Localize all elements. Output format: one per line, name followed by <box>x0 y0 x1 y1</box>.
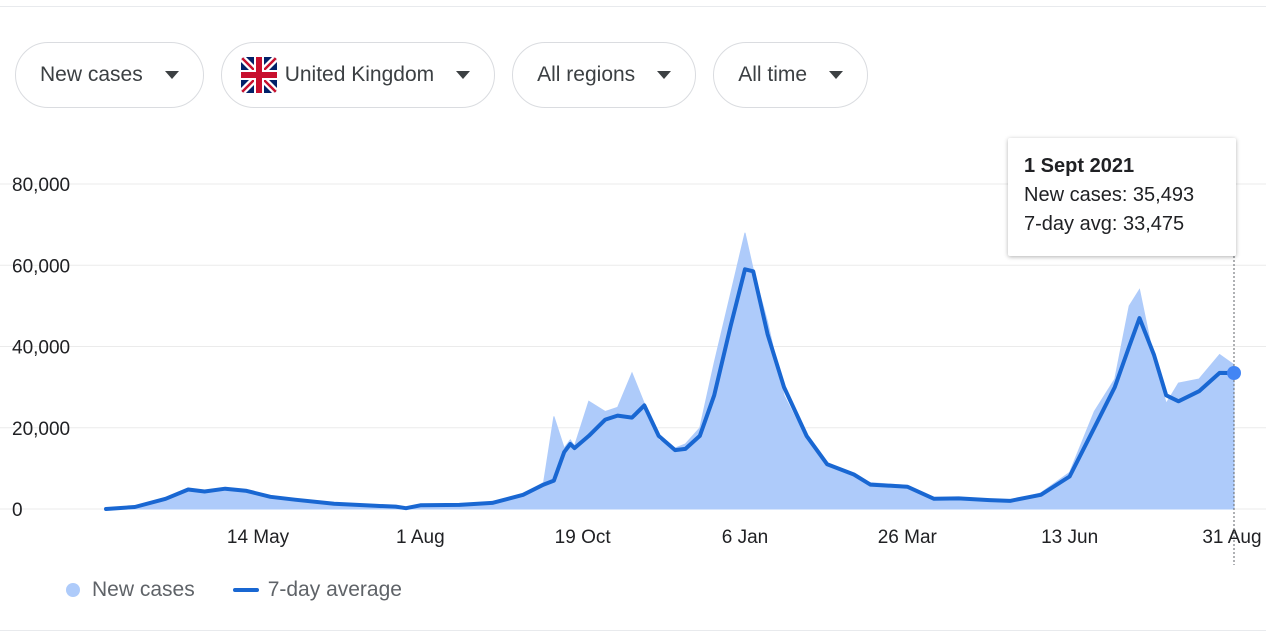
cases-chart[interactable]: 0 20,000 40,000 60,000 80,000 14 May 1 Aug 19 O… <box>0 120 1274 570</box>
metric-dropdown[interactable]: New cases <box>15 42 204 108</box>
chevron-down-icon <box>657 71 672 79</box>
bottom-divider <box>0 630 1266 631</box>
tooltip-new-cases: New cases: 35,493 <box>1024 184 1195 206</box>
filter-bar: New cases United Kingdom All regions All… <box>15 42 869 110</box>
x-tick-label: 31 Aug <box>1202 527 1261 548</box>
avg-line <box>104 267 1236 511</box>
hover-point <box>1227 366 1241 381</box>
time-dropdown[interactable]: All time <box>713 42 869 108</box>
y-tick-label: 40,000 <box>12 338 70 359</box>
y-tick-label: 0 <box>12 500 23 521</box>
x-tick-label: 26 Mar <box>878 527 938 548</box>
y-tick-label: 60,000 <box>12 256 70 277</box>
legend-avg: 7-day average <box>267 578 402 601</box>
country-dropdown[interactable]: United Kingdom <box>220 42 496 108</box>
x-tick-label: 1 Aug <box>396 527 445 548</box>
tooltip-avg: 7-day avg: 33,475 <box>1024 213 1185 235</box>
chevron-down-icon <box>456 71 471 79</box>
chevron-down-icon <box>164 71 179 79</box>
y-tick-label: 20,000 <box>12 419 70 440</box>
metric-dropdown-label: New cases <box>40 63 143 86</box>
tooltip-date: 1 Sept 2021 <box>1024 155 1135 177</box>
x-tick-label: 14 May <box>227 527 290 548</box>
x-tick-label: 13 Jun <box>1041 527 1098 548</box>
chevron-down-icon <box>829 71 844 79</box>
chart-legend: New cases 7-day average <box>66 578 402 602</box>
new-cases-legend-swatch <box>66 583 80 597</box>
legend-new-cases: New cases <box>92 578 195 601</box>
region-dropdown[interactable]: All regions <box>512 42 697 108</box>
top-divider <box>0 6 1266 7</box>
time-dropdown-label: All time <box>738 63 808 86</box>
chart-tooltip: 1 Sept 2021 New cases: 35,493 7-day avg:… <box>1008 138 1236 256</box>
avg-legend-swatch <box>232 588 259 592</box>
y-tick-label: 80,000 <box>12 175 70 196</box>
uk-flag-icon <box>240 57 277 93</box>
new-cases-area <box>105 232 1235 510</box>
region-dropdown-label: All regions <box>537 63 636 86</box>
country-dropdown-label: United Kingdom <box>284 63 435 86</box>
x-tick-label: 19 Oct <box>555 527 612 548</box>
x-tick-label: 6 Jan <box>722 527 768 548</box>
